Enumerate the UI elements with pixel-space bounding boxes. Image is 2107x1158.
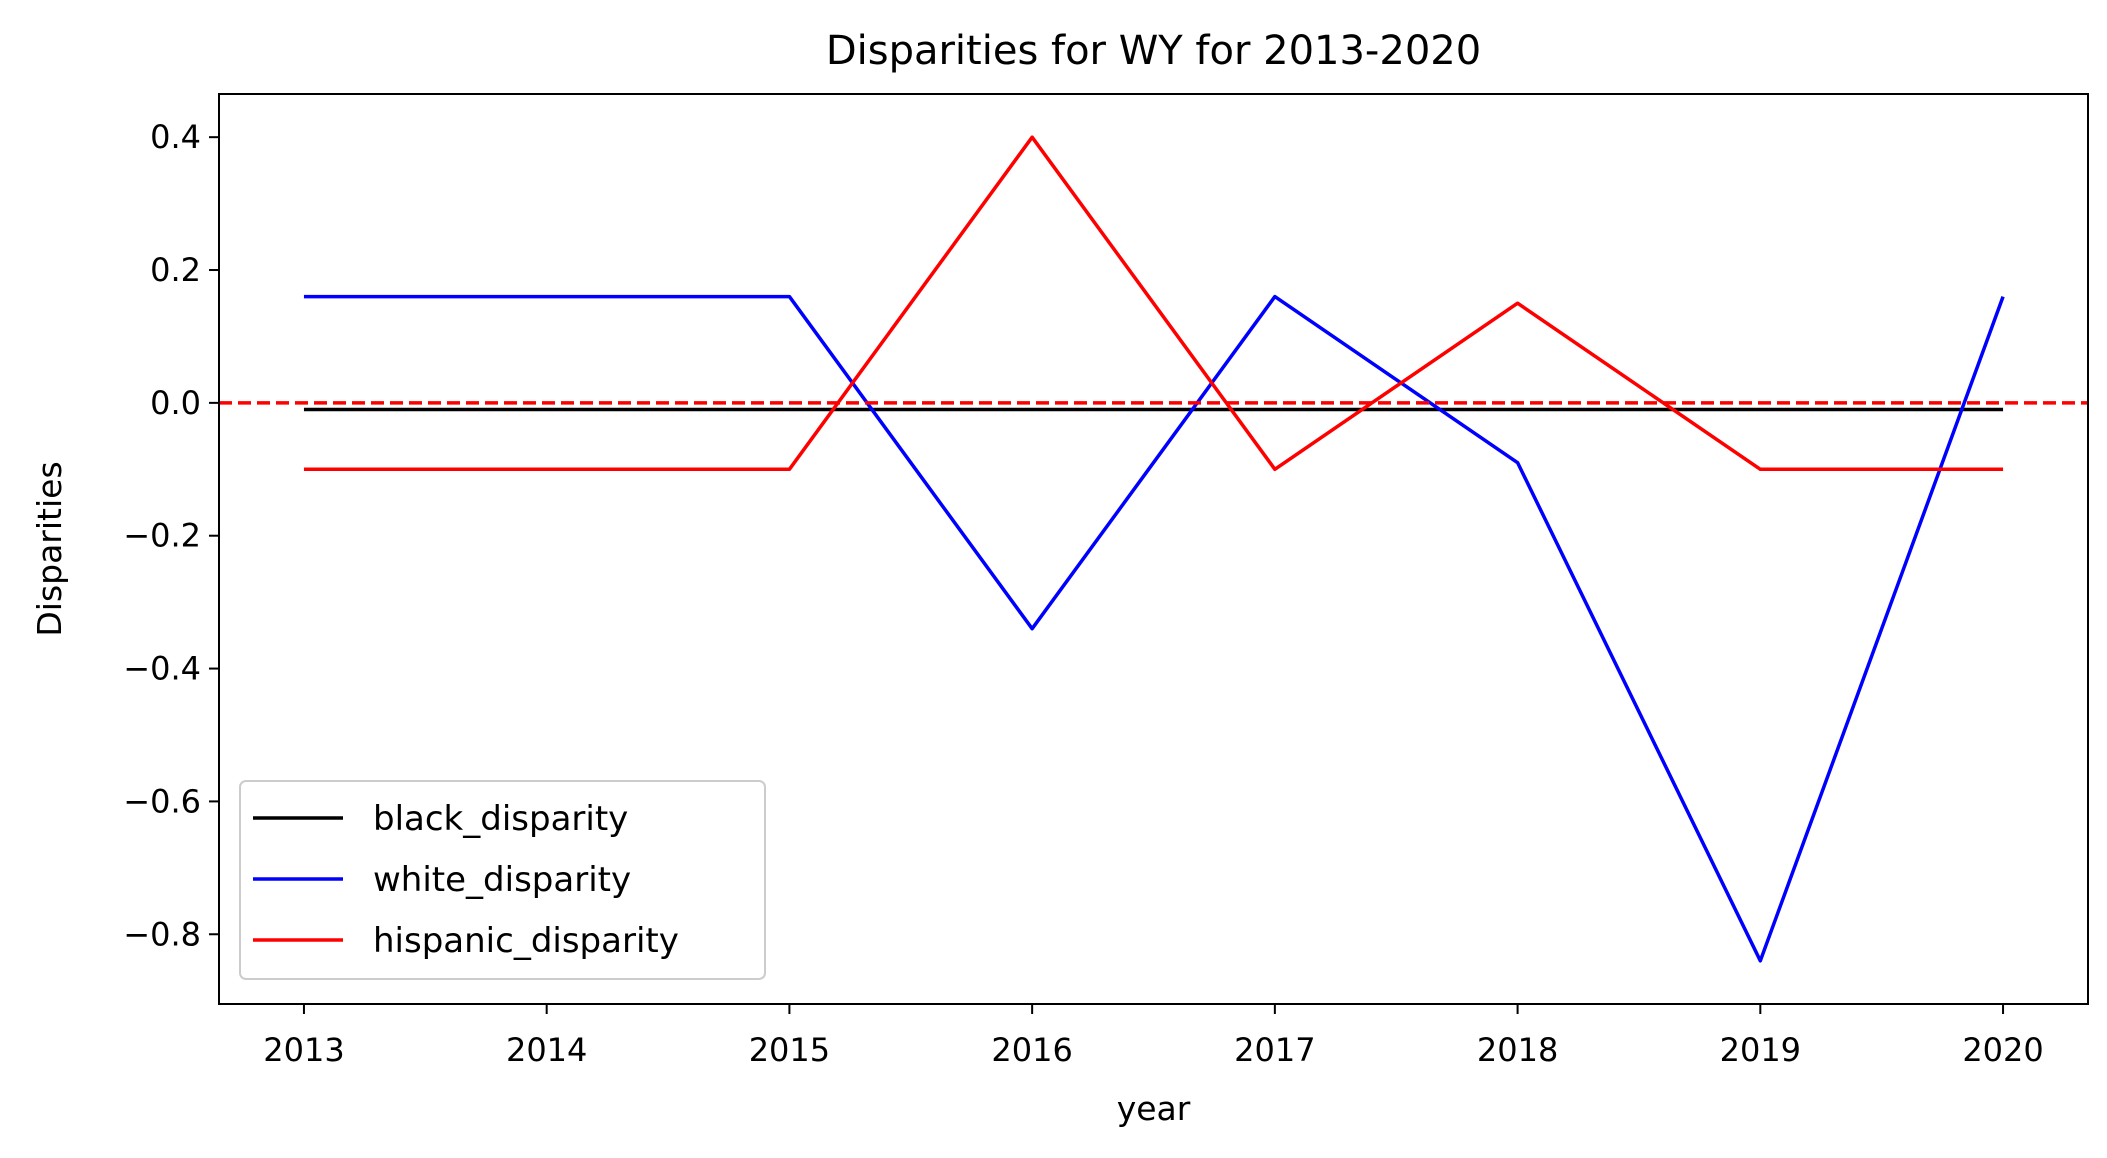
chart-title: Disparities for WY for 2013-2020 [826, 28, 1481, 74]
x-axis-label: year [1117, 1089, 1191, 1128]
legend: black_disparity white_disparity hispanic_d… [240, 781, 765, 979]
y-tick-label: 0.2 [150, 251, 201, 289]
y-tick-label: −0.4 [123, 650, 201, 688]
x-tick-label: 2020 [1962, 1031, 2043, 1069]
legend-label-white-disparity: white_disparity [373, 860, 631, 900]
y-tick-label: −0.6 [123, 782, 201, 820]
legend-label-black-disparity: black_disparity [373, 799, 628, 839]
x-tick-label: 2015 [749, 1031, 830, 1069]
x-tick-label: 2014 [506, 1031, 587, 1069]
y-tick-label: 0.0 [150, 384, 201, 422]
x-tick-label: 2017 [1234, 1031, 1315, 1069]
legend-label-hispanic-disparity: hispanic_disparity [373, 921, 679, 961]
y-tick-label: −0.8 [123, 915, 201, 953]
x-tick-label: 2019 [1720, 1031, 1801, 1069]
y-tick-label: −0.2 [123, 517, 201, 555]
x-tick-label: 2018 [1477, 1031, 1558, 1069]
y-tick-label: 0.4 [150, 118, 201, 156]
y-axis-label: Disparities [30, 461, 69, 636]
x-tick-label: 2016 [991, 1031, 1072, 1069]
x-tick-label: 2013 [263, 1031, 344, 1069]
